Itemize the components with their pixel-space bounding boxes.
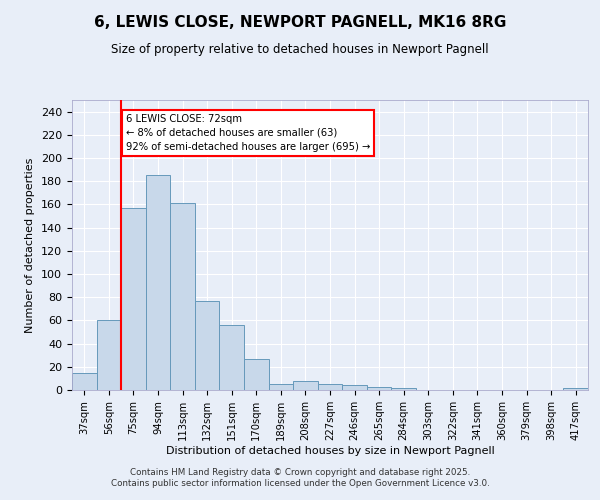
Bar [244,358,269,390]
Bar [342,386,367,390]
Bar [170,203,195,390]
Bar [293,380,318,390]
Bar [563,388,588,390]
X-axis label: Distribution of detached houses by size in Newport Pagnell: Distribution of detached houses by size … [166,446,494,456]
Bar [146,176,170,390]
Text: Size of property relative to detached houses in Newport Pagnell: Size of property relative to detached ho… [111,42,489,56]
Bar [367,386,391,390]
Bar [72,372,97,390]
Bar [220,325,244,390]
Bar [391,388,416,390]
Text: 6 LEWIS CLOSE: 72sqm
← 8% of detached houses are smaller (63)
92% of semi-detach: 6 LEWIS CLOSE: 72sqm ← 8% of detached ho… [126,114,370,152]
Text: Contains HM Land Registry data © Crown copyright and database right 2025.
Contai: Contains HM Land Registry data © Crown c… [110,468,490,487]
Y-axis label: Number of detached properties: Number of detached properties [25,158,35,332]
Bar [121,208,146,390]
Bar [195,300,220,390]
Bar [269,384,293,390]
Bar [97,320,121,390]
Text: 6, LEWIS CLOSE, NEWPORT PAGNELL, MK16 8RG: 6, LEWIS CLOSE, NEWPORT PAGNELL, MK16 8R… [94,15,506,30]
Bar [318,384,342,390]
